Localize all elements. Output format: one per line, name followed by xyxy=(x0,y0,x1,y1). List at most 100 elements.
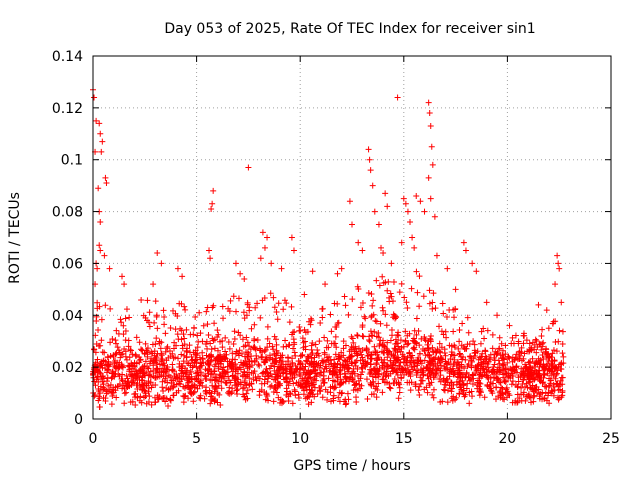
data-point xyxy=(416,303,423,310)
data-point xyxy=(347,353,354,360)
data-point xyxy=(152,374,159,381)
data-point xyxy=(115,382,122,389)
data-point xyxy=(382,311,389,318)
data-point xyxy=(119,371,126,378)
data-point xyxy=(530,393,537,400)
data-point xyxy=(308,342,315,349)
data-point xyxy=(174,331,181,338)
data-point xyxy=(152,399,159,406)
data-point xyxy=(246,358,253,365)
data-point xyxy=(337,361,344,368)
data-point xyxy=(371,328,378,335)
data-point xyxy=(523,337,530,344)
data-point xyxy=(192,313,199,320)
data-point xyxy=(499,347,506,354)
data-point xyxy=(447,360,454,367)
data-point xyxy=(158,260,165,267)
data-point xyxy=(114,344,121,351)
data-point xyxy=(371,208,378,215)
data-point xyxy=(343,400,350,407)
data-point xyxy=(194,344,201,351)
data-point xyxy=(427,123,434,130)
data-point xyxy=(160,388,167,395)
data-point xyxy=(353,394,360,401)
data-point xyxy=(275,300,282,307)
data-point xyxy=(368,391,375,398)
data-point xyxy=(197,380,204,387)
data-point xyxy=(261,380,268,387)
data-point xyxy=(473,268,480,275)
data-point xyxy=(99,349,106,356)
data-point xyxy=(433,349,440,356)
data-point xyxy=(463,369,470,376)
data-point xyxy=(126,383,133,390)
data-point xyxy=(206,389,213,396)
data-point xyxy=(289,359,296,366)
data-point xyxy=(496,334,503,341)
data-point xyxy=(426,361,433,368)
data-point xyxy=(197,330,204,337)
data-point xyxy=(387,385,394,392)
data-point xyxy=(314,390,321,397)
data-point xyxy=(276,357,283,364)
data-point xyxy=(332,324,339,331)
data-point xyxy=(321,349,328,356)
data-point xyxy=(559,328,566,335)
data-point xyxy=(459,320,466,327)
data-point xyxy=(532,336,539,343)
data-point xyxy=(395,354,402,361)
data-point xyxy=(368,351,375,358)
data-point xyxy=(238,350,245,357)
data-point xyxy=(513,363,520,370)
data-point xyxy=(156,361,163,368)
data-point xyxy=(121,385,128,392)
data-point xyxy=(107,352,114,359)
data-point xyxy=(440,310,447,317)
data-point xyxy=(231,328,238,335)
data-point xyxy=(317,388,324,395)
data-point xyxy=(514,398,521,405)
data-point xyxy=(403,299,410,306)
data-point xyxy=(358,351,365,358)
data-point xyxy=(506,322,513,329)
data-point xyxy=(460,382,467,389)
data-point xyxy=(545,325,552,332)
data-point xyxy=(139,377,146,384)
data-point xyxy=(359,299,366,306)
data-point xyxy=(381,343,388,350)
data-point xyxy=(380,250,387,257)
data-point xyxy=(326,369,333,376)
data-point xyxy=(125,337,132,344)
data-point xyxy=(222,334,229,341)
data-point xyxy=(167,325,174,332)
data-point xyxy=(520,368,527,375)
data-point xyxy=(378,356,385,363)
data-point xyxy=(379,304,386,311)
data-point xyxy=(304,353,311,360)
data-point xyxy=(548,372,555,379)
data-point xyxy=(292,352,299,359)
data-point xyxy=(282,337,289,344)
data-point xyxy=(266,352,273,359)
data-point xyxy=(559,392,566,399)
data-point xyxy=(453,394,460,401)
data-point xyxy=(423,384,430,391)
data-point xyxy=(272,371,279,378)
data-point xyxy=(374,355,381,362)
data-point xyxy=(454,367,461,374)
data-point xyxy=(211,336,218,343)
data-point xyxy=(395,380,402,387)
data-point xyxy=(96,242,103,249)
data-point xyxy=(508,381,515,388)
data-point xyxy=(223,379,230,386)
data-point xyxy=(493,368,500,375)
data-point xyxy=(183,354,190,361)
data-point xyxy=(327,367,334,374)
data-point xyxy=(345,311,352,318)
data-point xyxy=(136,354,143,361)
data-point xyxy=(552,375,559,382)
data-point xyxy=(433,252,440,259)
data-point xyxy=(301,291,308,298)
data-point xyxy=(164,379,171,386)
data-point xyxy=(162,398,169,405)
